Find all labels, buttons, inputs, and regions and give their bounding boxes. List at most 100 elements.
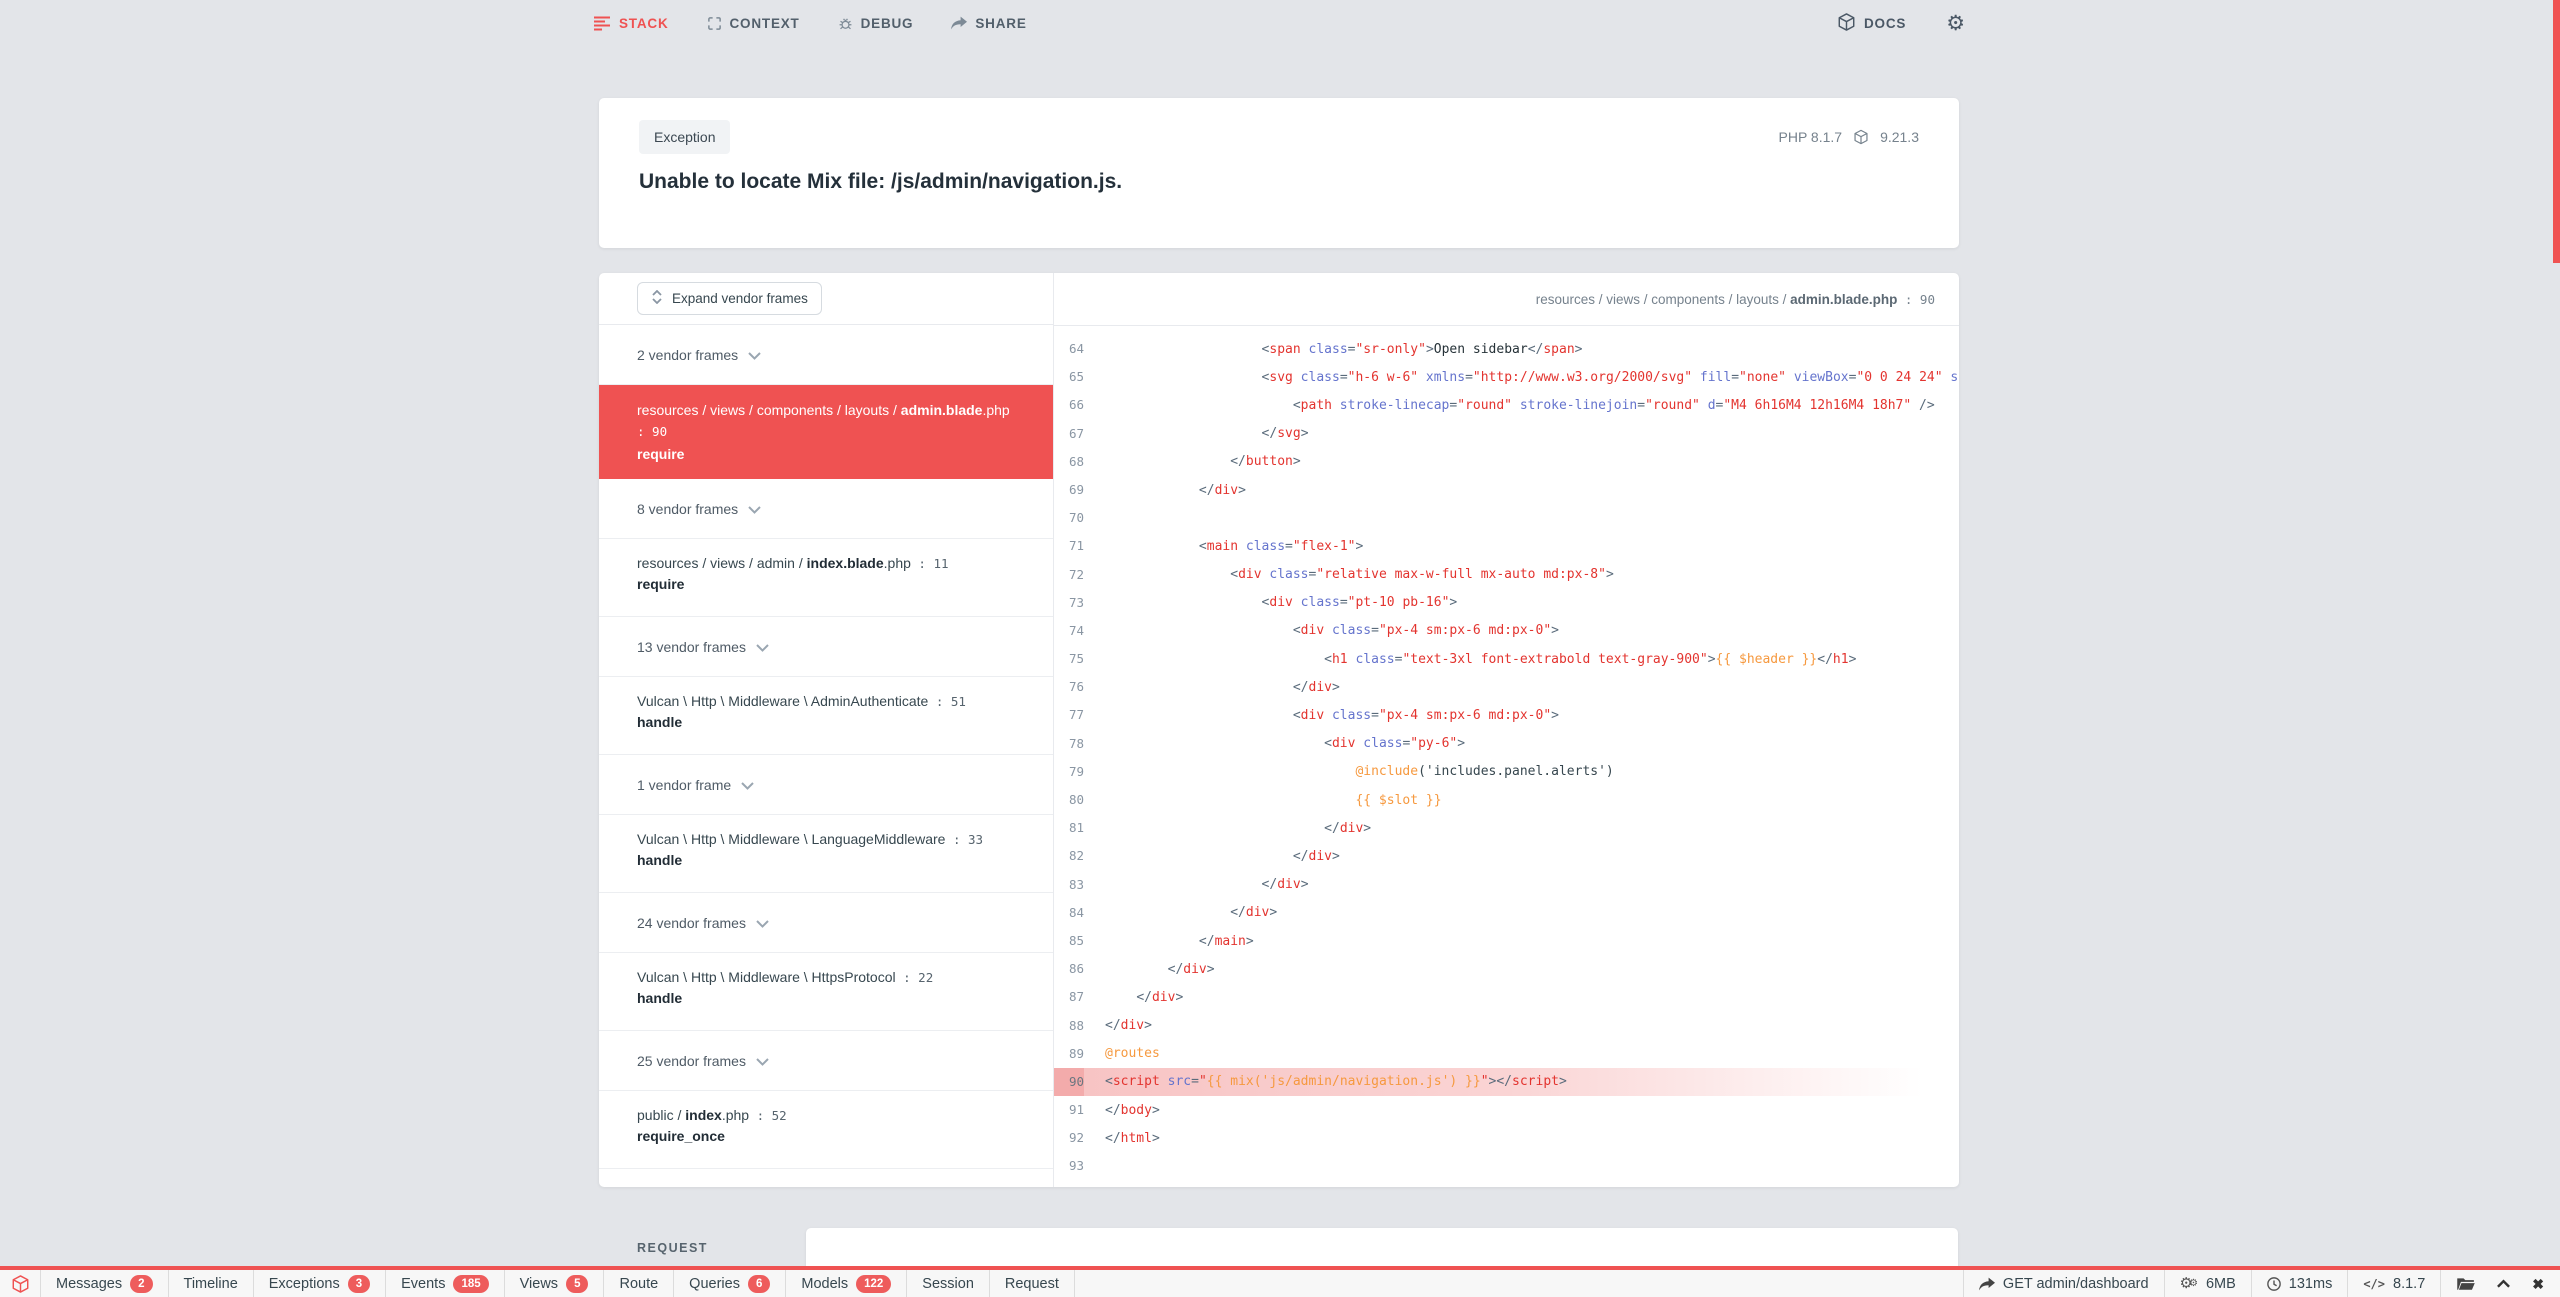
exception-message: Unable to locate Mix file: /js/admin/nav… bbox=[639, 170, 1123, 193]
debugbar-tab-label: Models bbox=[801, 1275, 849, 1292]
code-line-text: <span class="sr-only">Open sidebar</span… bbox=[1261, 341, 1583, 357]
frame-line-number: : 90 bbox=[637, 424, 668, 439]
line-number: 68 bbox=[1068, 453, 1084, 469]
line-number: 76 bbox=[1068, 679, 1084, 695]
line-number: 64 bbox=[1068, 341, 1084, 356]
line-number: 86 bbox=[1068, 961, 1084, 977]
stack-frame[interactable]: Vulcan \ Http \ Middleware \ AdminAuthen… bbox=[599, 677, 1053, 755]
docs-link[interactable]: DOCS bbox=[1838, 12, 1907, 34]
stack-frame[interactable]: server.php : 19[top] bbox=[599, 1169, 1053, 1187]
debugbar-tab-label: Queries bbox=[689, 1275, 740, 1292]
stack-frame[interactable]: Vulcan \ Http \ Middleware \ LanguageMid… bbox=[599, 815, 1053, 893]
code-line-text: <div class="px-4 sm:px-6 md:px-0"> bbox=[1292, 623, 1559, 639]
nav-tab-stack[interactable]: STACK bbox=[594, 16, 669, 31]
code-line-text: </svg> bbox=[1261, 426, 1309, 442]
code-breadcrumb: resources / views / components / layouts… bbox=[1054, 273, 1959, 326]
count-badge: 5 bbox=[566, 1274, 589, 1293]
debugbar-tab-messages[interactable]: Messages 2 bbox=[41, 1270, 169, 1297]
nav-tab-label: STACK bbox=[619, 15, 669, 31]
debugbar-tab-views[interactable]: Views 5 bbox=[505, 1270, 605, 1297]
stack-frame[interactable]: public / index.php : 52 require_once bbox=[599, 1091, 1053, 1169]
request-duration[interactable]: 131ms bbox=[2250, 1270, 2348, 1297]
code-line-text: </button> bbox=[1230, 454, 1301, 470]
code-line-text: </div> bbox=[1324, 820, 1372, 836]
code-line: 71 <main class="flex-1"> bbox=[1054, 532, 1959, 560]
code-line-text: @routes bbox=[1105, 1046, 1160, 1062]
line-number: 84 bbox=[1068, 904, 1084, 920]
close-icon[interactable]: ✖ bbox=[2532, 1275, 2544, 1292]
frame-path: resources / views / components / layouts… bbox=[637, 402, 1010, 418]
count-badge: 185 bbox=[453, 1274, 489, 1293]
code-line: 68 </button> bbox=[1054, 448, 1959, 476]
expand-vendor-frames-button[interactable]: Expand vendor frames bbox=[637, 282, 822, 315]
scrollbar-thumb[interactable] bbox=[2553, 0, 2560, 263]
line-number: 72 bbox=[1068, 566, 1084, 582]
breadcrumb-path: resources / views / components / layouts… bbox=[1535, 291, 1791, 307]
chevron-up-icon[interactable] bbox=[2497, 1279, 2511, 1288]
code-line-text: <svg class="h-6 w-6" xmlns="http://www.w… bbox=[1261, 369, 1959, 385]
docs-label: DOCS bbox=[1864, 15, 1907, 31]
stack-frame-selected[interactable]: resources / views / components / layouts… bbox=[599, 385, 1053, 479]
line-number: 73 bbox=[1068, 594, 1084, 610]
settings-gear-icon[interactable]: ⚙ bbox=[1946, 11, 1966, 35]
laravel-logo-icon[interactable] bbox=[0, 1270, 41, 1297]
count-badge: 3 bbox=[347, 1274, 371, 1293]
code-line: 83 </div> bbox=[1054, 871, 1959, 899]
code-line: 78 <div class="py-6"> bbox=[1054, 730, 1959, 758]
chevron-down-icon bbox=[741, 777, 754, 793]
clock-icon bbox=[2266, 1276, 2281, 1291]
vendor-frames-toggle[interactable]: 13 vendor frames bbox=[599, 617, 1053, 677]
memory-usage[interactable]: ⚙ ⚙ 6MB bbox=[2163, 1270, 2251, 1297]
vendor-frames-toggle[interactable]: 25 vendor frames bbox=[599, 1031, 1053, 1091]
current-request[interactable]: GET admin/dashboard bbox=[1962, 1270, 2164, 1297]
open-folder-icon[interactable] bbox=[2457, 1277, 2476, 1291]
frame-path: Vulcan \ Http \ Middleware \ AdminAuthen… bbox=[637, 693, 966, 709]
debugbar-tab-label: Exceptions bbox=[268, 1275, 340, 1292]
php-version[interactable]: </> 8.1.7 bbox=[2347, 1270, 2440, 1297]
debugbar-tab-request[interactable]: Request bbox=[990, 1270, 1075, 1297]
code-line-text: </div> bbox=[1198, 482, 1246, 498]
nav-tab-context[interactable]: CONTEXT bbox=[707, 16, 800, 31]
line-number: 91 bbox=[1068, 1102, 1084, 1118]
debugbar-tab-exceptions[interactable]: Exceptions 3 bbox=[254, 1270, 387, 1297]
vendor-frames-toggle[interactable]: 24 vendor frames bbox=[599, 893, 1053, 953]
frame-path: resources / views / admin / index.blade.… bbox=[637, 555, 949, 571]
debugbar-tab-label: Session bbox=[922, 1275, 974, 1292]
code-line-text: </div> bbox=[1292, 848, 1340, 864]
debugbar-tab-label: Timeline bbox=[183, 1275, 238, 1292]
frame-line-number: : 19 bbox=[702, 1186, 740, 1187]
frame-line-number: : 11 bbox=[910, 556, 949, 571]
stack-frame[interactable]: resources / views / admin / index.blade.… bbox=[599, 539, 1053, 617]
code-line-text: </body> bbox=[1105, 1102, 1160, 1118]
debugbar-tab-queries[interactable]: Queries 6 bbox=[674, 1270, 787, 1297]
vendor-frames-toggle[interactable]: 2 vendor frames bbox=[599, 325, 1053, 385]
stack-frame[interactable]: Vulcan \ Http \ Middleware \ HttpsProtoc… bbox=[599, 953, 1053, 1031]
vendor-frames-toggle[interactable]: 1 vendor frame bbox=[599, 755, 1053, 815]
code-line: 67 </svg> bbox=[1054, 420, 1959, 448]
frame-line-number: : 51 bbox=[928, 694, 966, 709]
code-line: 77 <div class="px-4 sm:px-6 md:px-0"> bbox=[1054, 701, 1959, 729]
debugbar-tab-route[interactable]: Route bbox=[604, 1270, 675, 1297]
nav-tab-debug[interactable]: DEBUG bbox=[838, 16, 914, 31]
debugbar-tabs: Messages 2 Timeline Exceptions 3 Events 185 Vie… bbox=[41, 1270, 1075, 1297]
line-number: 93 bbox=[1068, 1158, 1084, 1174]
line-number: 80 bbox=[1068, 792, 1084, 807]
frame-method: handle bbox=[637, 990, 683, 1006]
code-line-text: <h1 class="text-3xl font-extrabold text-… bbox=[1324, 651, 1857, 667]
debugbar-tab-events[interactable]: Events 185 bbox=[386, 1270, 505, 1297]
frame-method: require bbox=[637, 576, 685, 592]
code-line-text: <script src="{{ mix('js/admin/navigation… bbox=[1105, 1074, 1567, 1090]
line-number: 65 bbox=[1068, 369, 1084, 385]
debugbar-tab-session[interactable]: Session bbox=[907, 1270, 990, 1297]
debugbar-tab-timeline[interactable]: Timeline bbox=[169, 1270, 254, 1297]
code-line: 73 <div class="pt-10 pb-16"> bbox=[1054, 589, 1959, 617]
nav-tab-label: CONTEXT bbox=[729, 15, 800, 31]
debugbar-tab-models[interactable]: Models 122 bbox=[786, 1270, 908, 1297]
top-navigation: STACK CONTEXT DEBUG SHARE DOCS ⚙ bbox=[0, 0, 2560, 46]
nav-tab-share[interactable]: SHARE bbox=[951, 16, 1026, 31]
exception-card: Exception PHP 8.1.7 9.21.3 Unable to loc… bbox=[599, 98, 1959, 248]
code-line-text: <div class="px-4 sm:px-6 md:px-0"> bbox=[1292, 708, 1559, 724]
status-label: 131ms bbox=[2288, 1275, 2333, 1292]
code-line: 69 </div> bbox=[1054, 476, 1959, 504]
vendor-frames-toggle[interactable]: 8 vendor frames bbox=[599, 479, 1053, 539]
